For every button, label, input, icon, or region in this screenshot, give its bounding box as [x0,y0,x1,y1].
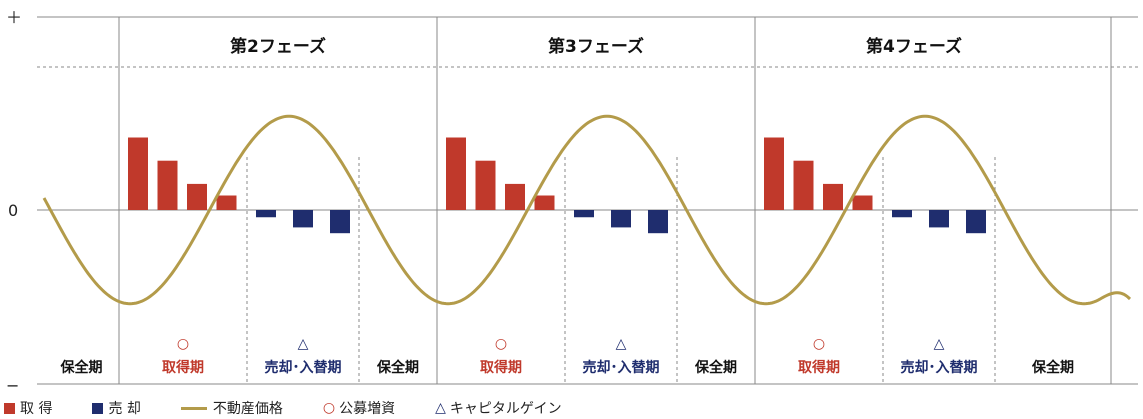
legend-line-swatch [180,406,207,410]
legend-glyph: ○ [322,400,336,416]
sell-bar [574,210,594,218]
acquire-bar [446,137,466,210]
sell-bar [293,210,313,228]
axis-minus-label: − [6,376,19,395]
sell-bar [611,210,631,228]
sell-marker: △ [298,336,309,352]
axis-zero-label: 0 [8,201,18,220]
period-label-hold: 保全期 [60,359,103,376]
sell-bar [256,210,276,218]
acquire-bar [852,195,873,210]
period-label-acquire: 取得期 [480,359,522,376]
sell-bar [929,210,949,228]
legend-item: 取 得 [4,398,52,418]
legend-glyph: △ [435,400,446,416]
sell-bar [966,210,986,234]
acquire-bar [793,160,814,210]
legend-item: △ キャピタルゲイン [435,398,562,418]
curve-layer [42,114,1132,306]
legend-label: 売 却 [108,401,141,417]
period-label-hold: 保全期 [694,359,737,376]
legend: 取 得 売 却 不動産価格 ○ 公募増資 △ キャピタルゲイン [4,398,602,418]
acquire-bar [764,137,784,210]
legend-item: 売 却 [92,398,141,418]
sell-marker: △ [616,336,627,352]
acquire-bar [187,183,207,210]
period-label-hold: 保全期 [1031,359,1074,376]
acquire-bar [823,183,843,210]
phase-title: 第4フェーズ [866,36,962,57]
period-label-sell: 売却･入替期 [901,359,978,376]
acquire-marker: ○ [813,336,825,352]
sell-bar [648,210,668,234]
phase-title: 第3フェーズ [548,36,644,57]
legend-label: 取 得 [20,401,53,417]
phase-title: 第2フェーズ [230,36,326,57]
legend-label: キャピタルゲイン [449,401,562,417]
period-label-sell: 売却･入替期 [265,359,342,376]
acquire-bar [157,160,178,210]
sell-marker: △ [934,336,945,352]
acquire-bar [534,195,555,210]
sell-bar [892,210,912,218]
acquire-bar [128,137,148,210]
period-label-sell: 売却･入替期 [583,359,660,376]
period-label-hold: 保全期 [376,359,419,376]
legend-label: 公募増資 [339,401,396,417]
legend-item: ○ 公募増資 [323,398,395,418]
acquire-bar [505,183,525,210]
acquire-marker: ○ [177,336,189,352]
period-label-acquire: 取得期 [162,359,204,376]
axis-plus-label: ＋ [6,8,22,27]
acquire-bar [216,195,237,210]
legend-label: 不動産価格 [212,401,283,417]
acquire-marker: ○ [495,336,507,352]
price-curve-line [42,114,1132,306]
legend-swatch [4,402,15,414]
bars-layer [128,137,986,234]
period-label-acquire: 取得期 [798,359,840,376]
sell-bar [330,210,350,234]
legend-swatch [92,402,104,414]
legend-item: 不動産価格 [180,398,283,418]
acquire-bar [475,160,496,210]
